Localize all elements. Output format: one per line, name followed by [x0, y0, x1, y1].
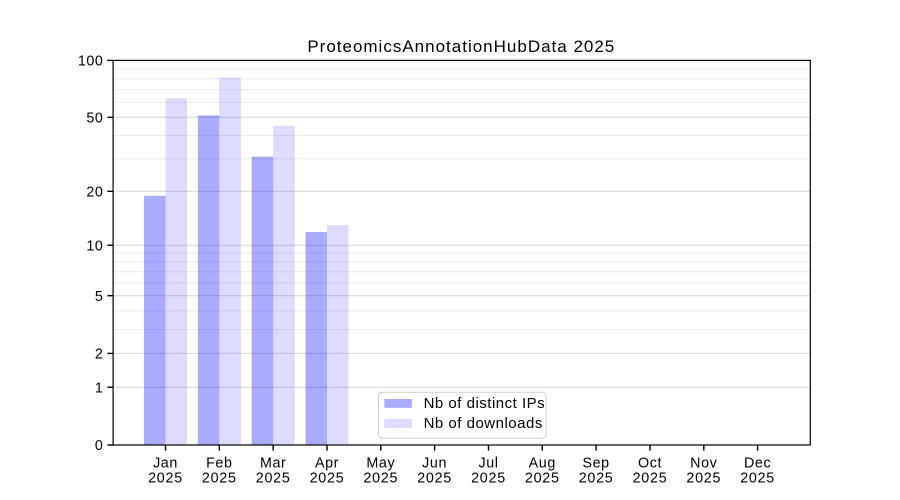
svg-text:0: 0	[95, 438, 104, 454]
svg-text:Nov: Nov	[690, 456, 717, 472]
svg-text:2025: 2025	[256, 470, 291, 486]
svg-text:2025: 2025	[740, 470, 775, 486]
svg-text:May: May	[366, 456, 395, 472]
svg-text:2025: 2025	[310, 470, 345, 486]
svg-text:2025: 2025	[686, 470, 721, 486]
svg-text:2: 2	[95, 347, 104, 363]
svg-text:Aug: Aug	[529, 456, 556, 472]
svg-text:Dec: Dec	[744, 456, 771, 472]
svg-text:50: 50	[86, 110, 103, 126]
svg-text:Jun: Jun	[422, 456, 447, 472]
svg-text:Jan: Jan	[153, 456, 178, 472]
svg-text:Oct: Oct	[638, 456, 662, 472]
svg-text:Nb of distinct IPs: Nb of distinct IPs	[424, 395, 546, 412]
svg-text:2025: 2025	[633, 470, 668, 486]
svg-text:ProteomicsAnnotationHubData 20: ProteomicsAnnotationHubData 2025	[307, 37, 615, 56]
svg-text:5: 5	[95, 289, 104, 305]
svg-text:2025: 2025	[202, 470, 237, 486]
svg-text:Mar: Mar	[260, 456, 286, 472]
svg-text:2025: 2025	[148, 470, 183, 486]
svg-text:2025: 2025	[579, 470, 614, 486]
svg-text:Apr: Apr	[315, 456, 339, 472]
svg-text:100: 100	[78, 54, 104, 70]
svg-text:2025: 2025	[525, 470, 560, 486]
svg-text:Nb of downloads: Nb of downloads	[424, 415, 543, 432]
svg-text:10: 10	[86, 238, 103, 254]
svg-text:2025: 2025	[417, 470, 452, 486]
svg-text:1: 1	[95, 380, 104, 396]
svg-text:20: 20	[86, 184, 103, 200]
svg-text:Feb: Feb	[206, 456, 232, 472]
svg-text:2025: 2025	[471, 470, 506, 486]
svg-text:2025: 2025	[363, 470, 398, 486]
svg-text:Jul: Jul	[478, 456, 498, 472]
svg-text:Sep: Sep	[582, 456, 609, 472]
